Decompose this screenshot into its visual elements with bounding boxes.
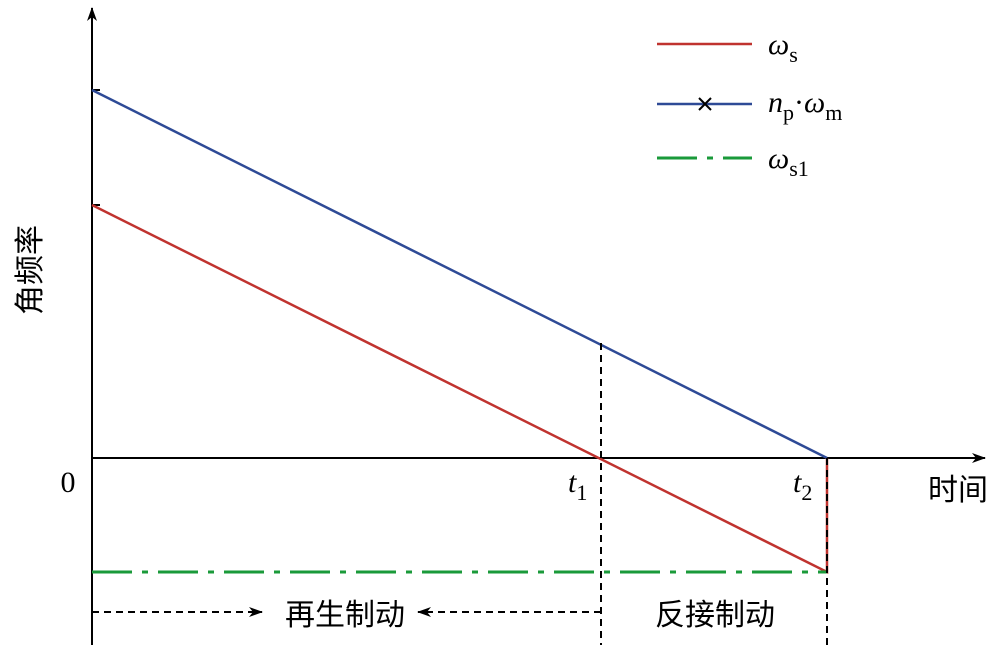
t1-label: t1 (568, 466, 587, 505)
subscript: s (789, 42, 798, 67)
y-label: 角频率 (13, 225, 48, 315)
subscript: s1 (789, 156, 809, 181)
subscript: 2 (801, 480, 812, 505)
symbol: ω (768, 142, 789, 175)
subscript: m (825, 100, 842, 125)
symbol: t (793, 466, 802, 499)
legend-label: np·ωm (768, 86, 842, 125)
legend-label: ωs (768, 28, 798, 67)
region-label: 反接制动 (655, 598, 775, 633)
subscript: p (783, 100, 794, 125)
t2-label: t2 (793, 466, 812, 505)
omega-s-line (91, 203, 829, 575)
np-omega-m-line (91, 88, 828, 460)
dot: · (794, 86, 804, 119)
origin-label: 0 (61, 466, 76, 499)
symbol: ω (768, 28, 789, 61)
symbol: n (768, 86, 783, 119)
symbol: t (568, 466, 577, 499)
legend-marker (698, 97, 712, 111)
symbol: ω (804, 86, 825, 119)
subscript: 1 (576, 480, 587, 505)
region-label: 再生制动 (285, 598, 405, 633)
x-label: 时间 (928, 473, 988, 508)
legend-label: ωs1 (768, 142, 809, 181)
